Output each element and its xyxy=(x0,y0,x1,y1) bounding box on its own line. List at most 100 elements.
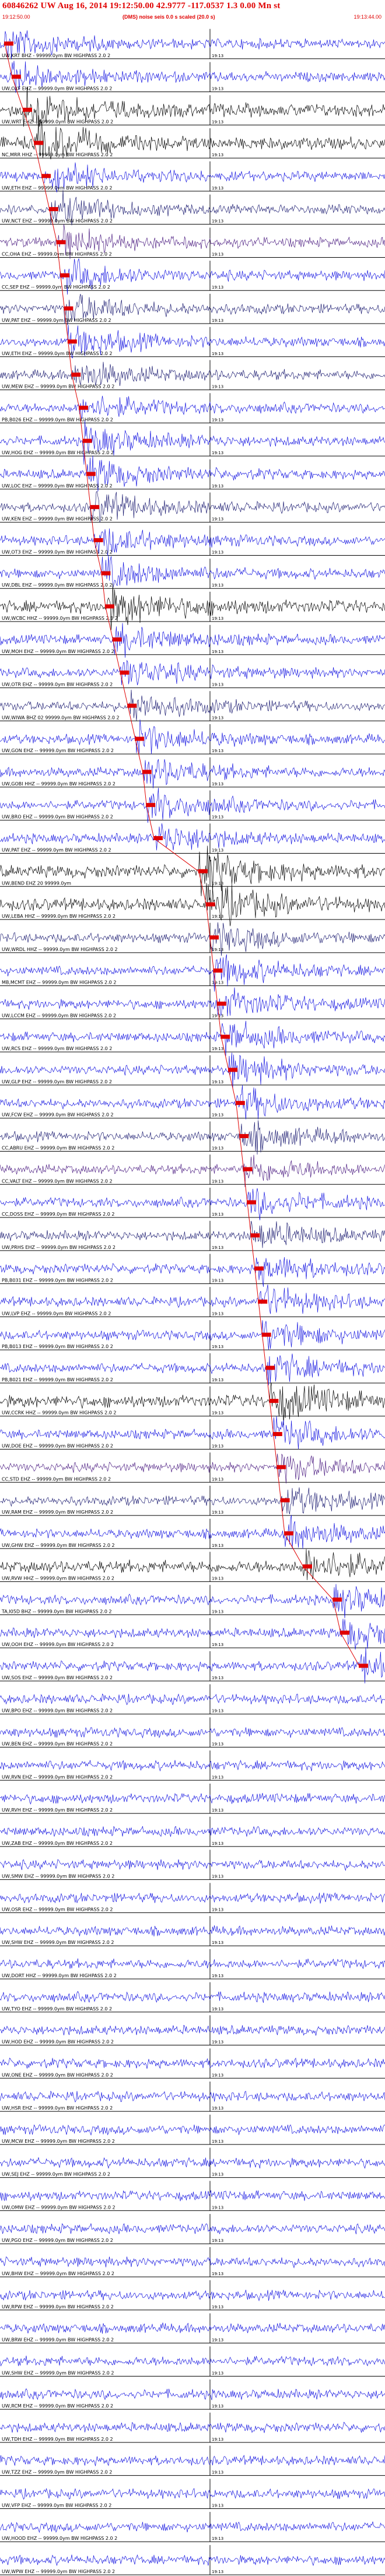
station-label: UW,LEBA HHZ -- 99999.0ym BW HIGHPASS 2.0… xyxy=(2,914,116,919)
station-label: UW,DORT HHZ -- 99999.0ym BW HIGHPASS 2.0… xyxy=(2,1973,117,1978)
station-label: UW,OTR EHZ -- 99999.0ym BW HIGHPASS 2.0 … xyxy=(2,682,113,687)
waveform-trace xyxy=(0,1958,385,1970)
station-label: UW,BEN EHZ -- 99999.0ym BW HIGHPASS 2.0 … xyxy=(2,1742,113,1747)
station-label: UW,SMW EHZ -- 99999.0ym BW HIGHPASS 2.0 … xyxy=(2,1874,114,1879)
tick-time-label: 19:13 xyxy=(212,550,223,554)
waveform-trace xyxy=(0,1515,385,1549)
station-label: UW,SHW EHZ -- 99999.0ym BW HIGHPASS 2.0 … xyxy=(2,2370,114,2375)
station-label: CC,SEP EHZ -- 99999.0ym BW HIGHPASS 2.0 … xyxy=(2,285,110,290)
phase-pick-marker xyxy=(359,1663,368,1668)
tick-time-label: 19:13 xyxy=(212,1775,223,1780)
station-label: UW,PAT EHZ -- 99999.0ym BW HIGHPASS 2.0 … xyxy=(2,318,111,323)
waveform-trace xyxy=(0,2488,385,2500)
phase-pick-marker xyxy=(216,1001,226,1006)
phase-pick-marker xyxy=(284,1531,293,1536)
tick-time-label: 19:13 xyxy=(212,385,223,389)
station-label: UW,LVP EHZ -- 99999.0ym BW HIGHPASS 2.0 … xyxy=(2,1311,111,1316)
tick-time-label: 19:13 xyxy=(212,650,223,654)
waveform-trace xyxy=(0,1120,385,1155)
waveform-trace xyxy=(0,1353,385,1385)
waveform-trace xyxy=(0,1619,385,1650)
tick-time-label: 19:13 xyxy=(212,683,223,687)
station-label: UW,OOH EHZ -- 99999.0ym BW HIGHPASS 2.0 … xyxy=(2,1642,114,1647)
waveform-trace xyxy=(0,2256,385,2269)
tick-time-label: 19:13 xyxy=(212,87,223,92)
tick-time-label: 19:13 xyxy=(212,120,223,124)
phase-pick-marker xyxy=(71,373,81,377)
waveform-trace xyxy=(0,1320,385,1350)
waveform-trace xyxy=(0,1727,385,1739)
waveform-trace xyxy=(0,759,385,789)
phase-pick-marker xyxy=(340,1630,349,1635)
waveform-trace xyxy=(0,1284,385,1314)
station-label: CC,ABRU EHZ -- 99999.0ym BW HIGHPASS 2.0… xyxy=(2,1145,114,1150)
station-label: UW,MEW EHZ -- 99999.0ym BW HIGHPASS 2.0 … xyxy=(2,384,114,389)
station-label: UW,RAM EHZ -- 99999.0ym BW HIGHPASS 2.0 … xyxy=(2,1510,113,1515)
waveform-trace xyxy=(0,1220,385,1248)
tick-time-label: 19:13 xyxy=(212,1311,223,1316)
waveform-trace xyxy=(0,1991,385,2003)
station-label: UW,BRO EHZ -- 99999.0ym BW HIGHPASS 2.0 … xyxy=(2,815,113,820)
waveform-trace xyxy=(0,1892,385,1904)
tick-time-label: 19:13 xyxy=(212,1179,223,1184)
tick-time-label: 19:13 xyxy=(212,1577,223,1581)
waveform-trace xyxy=(0,2024,385,2036)
waveform-trace xyxy=(0,2090,385,2103)
phase-pick-marker xyxy=(112,637,122,642)
tick-time-label: 19:13 xyxy=(212,451,223,455)
tick-time-label: 19:13 xyxy=(212,1609,223,1614)
tick-time-label: 19:13 xyxy=(212,2536,223,2541)
waveform-trace xyxy=(0,491,385,522)
waveform-trace xyxy=(0,395,385,419)
waveform-trace xyxy=(0,788,385,823)
phase-pick-marker xyxy=(79,405,88,410)
tick-time-label: 19:13 xyxy=(212,1676,223,1680)
waveform-trace xyxy=(0,1826,385,1837)
phase-pick-marker xyxy=(11,75,21,79)
station-label: UW,WRDL HHZ -- 99999.0ym BW HIGHPASS 2.0… xyxy=(2,947,118,952)
phase-pick-marker xyxy=(198,869,208,873)
waveform-trace xyxy=(0,2322,385,2334)
waveform-trace xyxy=(0,2421,385,2433)
station-label: UW,BEND EHZ 20 99999.0ym xyxy=(2,880,71,886)
tick-time-label: 19:13 xyxy=(212,1245,223,1250)
station-label: UW,SHW EHZ -- 99999.0ym BW HIGHPASS 2.0 … xyxy=(2,1940,114,1945)
station-label: UW,MCW EHZ -- 99999.0ym BW HIGHPASS 2.0 … xyxy=(2,2139,115,2144)
waveform-trace xyxy=(0,2554,385,2566)
tick-time-label: 19:13 xyxy=(212,318,223,323)
tick-time-label: 19:13 xyxy=(212,1477,223,1482)
tick-time-label: 19:13 xyxy=(212,2503,223,2508)
station-label: CC,DOSS EHZ -- 99999.0ym BW HIGHPASS 2.0… xyxy=(2,1212,115,1217)
phase-pick-marker xyxy=(41,174,51,178)
tick-time-label: 19:13 xyxy=(212,782,223,787)
station-label: UW,DOE EHZ -- 99999.0ym BW HIGHPASS 2.0 … xyxy=(2,1444,113,1449)
waveform-trace xyxy=(0,987,385,1016)
tick-time-label: 19:13 xyxy=(212,352,223,356)
tick-time-label: 19:13 xyxy=(212,1212,223,1217)
tick-time-label: 19:13 xyxy=(212,881,223,886)
tick-time-label: 19:13 xyxy=(212,1543,223,1548)
phase-pick-marker xyxy=(60,273,69,278)
station-label: UW,BPO EHZ -- 99999.0ym BW HIGHPASS 2.0 … xyxy=(2,1708,113,1714)
phase-pick-marker xyxy=(235,1101,245,1105)
waveform-trace xyxy=(0,2521,385,2533)
station-label: UW,PRHS EHZ -- 99999.0ym BW HIGHPASS 2.0… xyxy=(2,1245,116,1250)
tick-time-label: 19:13 xyxy=(212,1974,223,1978)
phase-pick-marker xyxy=(272,1431,282,1436)
tick-time-label: 19:13 xyxy=(212,285,223,290)
station-label: UW,VFP EHZ -- 99999.0ym BW HIGHPASS 2.0 … xyxy=(2,2503,111,2508)
station-label: UW,HOD EHZ -- 99999.0ym BW HIGHPASS 2.0 … xyxy=(2,2040,114,2045)
waveform-trace xyxy=(0,420,385,465)
phase-pick-marker xyxy=(261,1332,271,1337)
waveform-trace xyxy=(0,61,385,93)
tick-time-label: 19:13 xyxy=(212,1875,223,1879)
waveform-trace xyxy=(0,1085,385,1119)
tick-time-label: 19:13 xyxy=(212,2106,223,2111)
station-label: UW,NCT EHZ -- 99999.0ym BW HIGHPASS 2.0 … xyxy=(2,219,113,224)
tick-time-label: 19:13 xyxy=(212,2570,223,2574)
tick-time-label: 19:13 xyxy=(212,2272,223,2276)
station-label: UW,DBL EHZ -- 99999.0ym BW HIGHPASS 2.0 … xyxy=(2,582,113,588)
waveform-trace xyxy=(0,362,385,387)
phase-pick-marker xyxy=(56,240,66,244)
